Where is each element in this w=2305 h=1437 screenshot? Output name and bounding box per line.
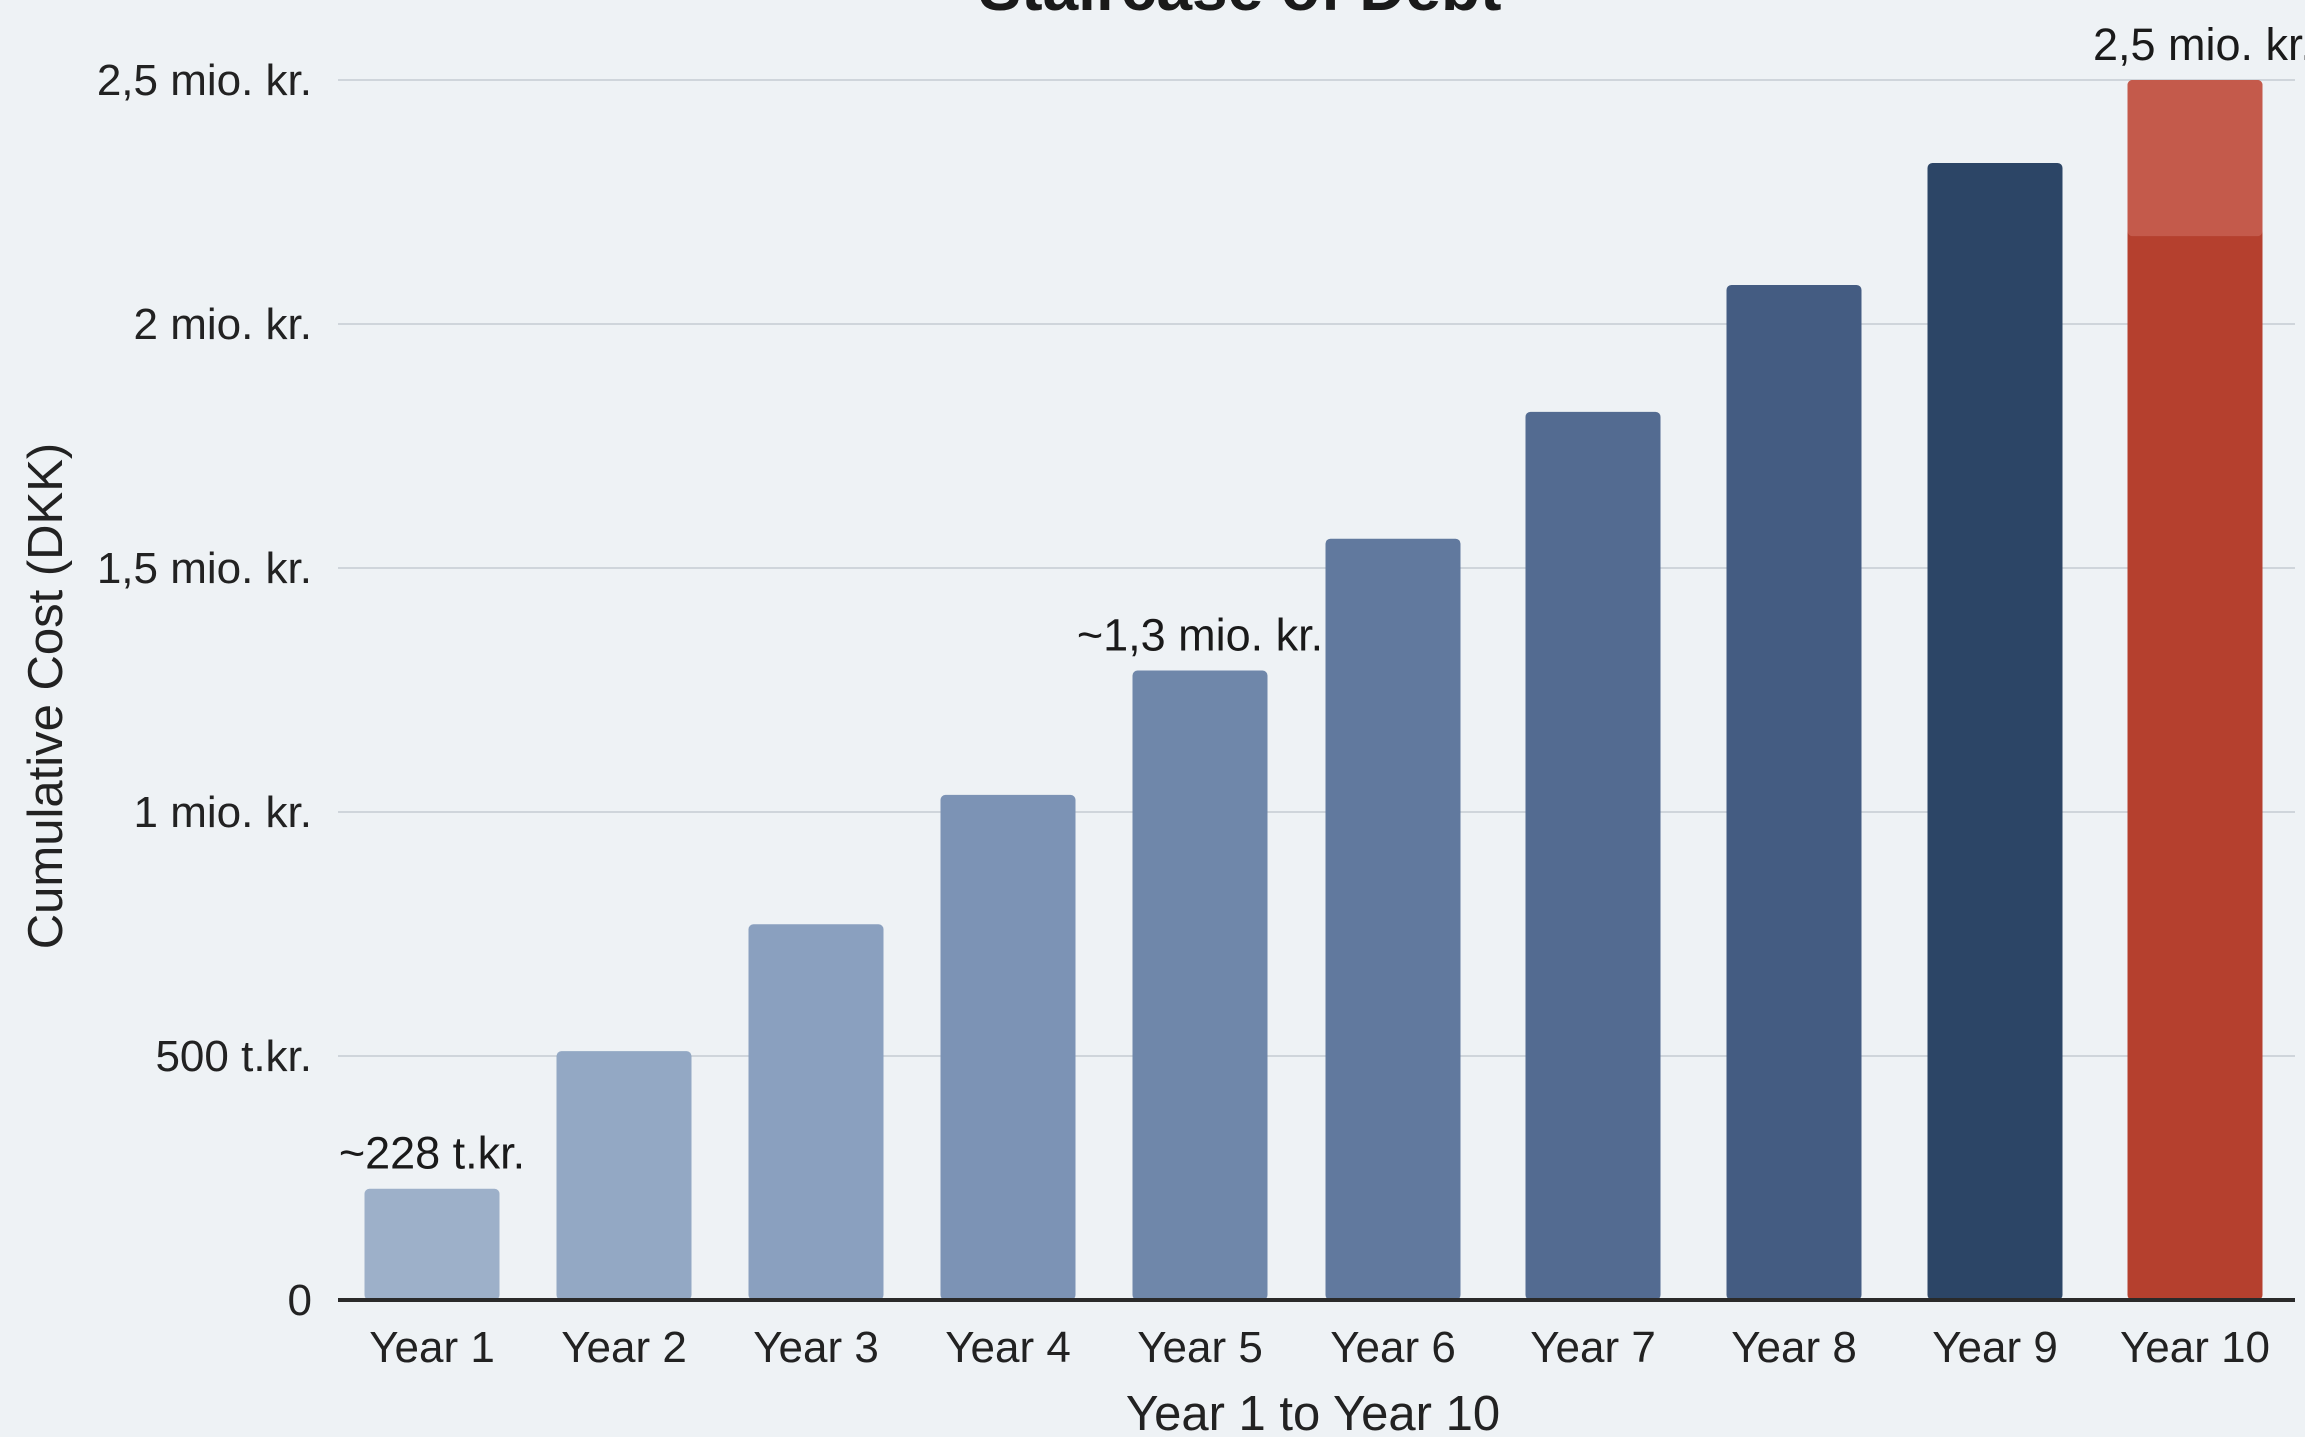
y-tick-label-2-mio-kr: 2 mio. kr. <box>134 300 313 349</box>
x-tick-label-year-9: Year 9 <box>1932 1323 2058 1372</box>
bar-year-2 <box>556 1051 692 1300</box>
y-axis-title: Cumulative Cost (DKK) <box>19 443 73 949</box>
x-tick-label-year-2: Year 2 <box>561 1323 687 1372</box>
bar-year-1 <box>364 1188 500 1300</box>
bar-year-7 <box>1525 411 1661 1301</box>
x-tick-label-year-5: Year 5 <box>1137 1323 1263 1372</box>
bar-year-8 <box>1726 284 1862 1301</box>
bar-year-10 <box>2127 80 2263 1300</box>
chart-title: Staircase of Debt <box>979 0 1502 24</box>
y-tick-label-1-5-mio-kr: 1,5 mio. kr. <box>97 544 312 593</box>
x-axis-tick-labels: Year 1 Year 2 Year 3 Year 4 Year 5 Year 6 Year… <box>369 1323 2270 1372</box>
bars <box>364 80 2263 1301</box>
x-axis-title: Year 1 to Year 10 <box>1126 1387 1500 1437</box>
bar-year-3 <box>748 924 884 1300</box>
bar-year-9 <box>1927 162 2063 1301</box>
bar-year-10-highlight-cap <box>2127 80 2263 237</box>
x-tick-label-year-10: Year 10 <box>2120 1323 2270 1372</box>
x-tick-label-year-4: Year 4 <box>945 1323 1071 1372</box>
bar-year-4 <box>940 794 1076 1300</box>
data-labels: ~228 t.kr. ~1,3 mio. kr. 2,5 mio. kr. <box>339 19 2305 1179</box>
y-tick-label-500-t-kr: 500 t.kr. <box>155 1032 312 1081</box>
y-tick-label-1-mio-kr: 1 mio. kr. <box>134 788 313 837</box>
y-axis-tick-labels: 0 500 t.kr. 1 mio. kr. 1,5 mio. kr. 2 mio. k… <box>97 56 312 1325</box>
y-tick-label-0: 0 <box>288 1276 312 1325</box>
x-tick-label-year-7: Year 7 <box>1530 1323 1656 1372</box>
x-tick-label-year-3: Year 3 <box>753 1323 879 1372</box>
bar-year-5 <box>1132 670 1268 1300</box>
data-label-year-1: ~228 t.kr. <box>339 1128 525 1179</box>
data-label-year-5: ~1,3 mio. kr. <box>1077 609 1323 660</box>
x-tick-label-year-6: Year 6 <box>1330 1323 1456 1372</box>
y-tick-label-2-5-mio-kr: 2,5 mio. kr. <box>97 56 312 105</box>
data-label-year-10: 2,5 mio. kr. <box>2093 19 2305 70</box>
bar-year-6 <box>1325 538 1461 1300</box>
x-tick-label-year-1: Year 1 <box>369 1323 495 1372</box>
x-tick-label-year-8: Year 8 <box>1731 1323 1857 1372</box>
